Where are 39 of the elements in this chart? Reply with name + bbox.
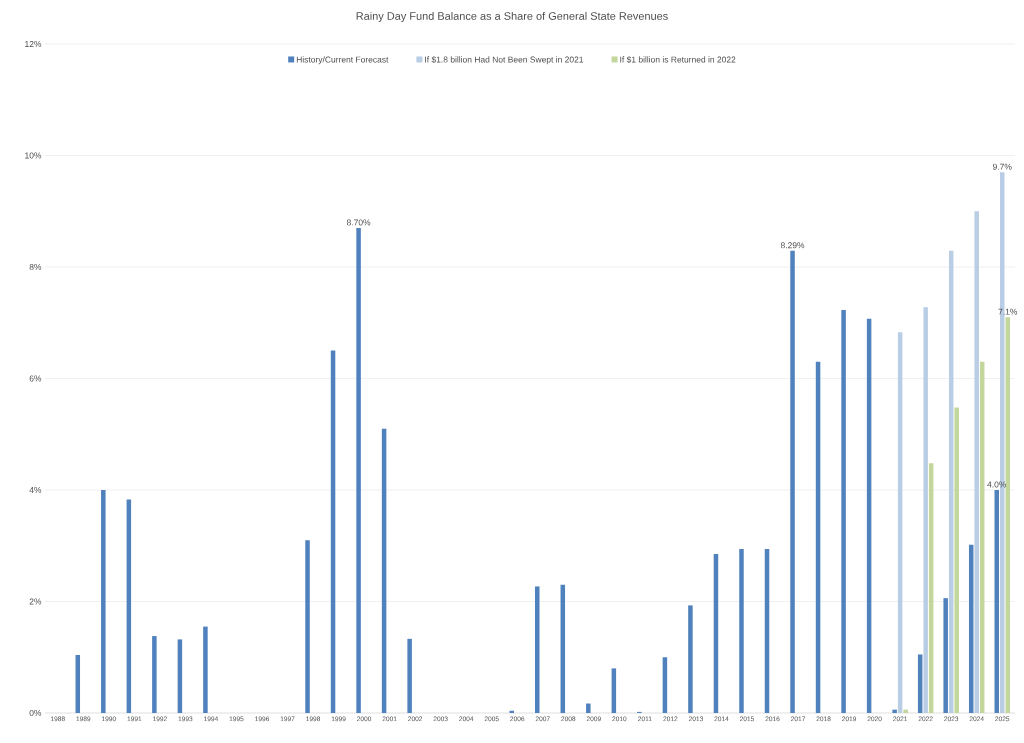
bar [943,598,948,713]
legend-label: If $1.8 billion Had Not Been Swept in 2021 [425,56,584,65]
bar [509,710,514,713]
data-label: 8.70% [346,219,371,226]
bar [994,490,999,713]
y-tick-label: 12% [25,41,42,47]
bar [1005,317,1010,713]
data-label: 8.29% [780,242,805,249]
bar [917,654,923,713]
bar [892,709,897,713]
bar [923,307,928,713]
bar [152,636,157,713]
bar [688,605,693,713]
data-label: 9.7% [992,163,1012,170]
y-tick-label: 4% [29,487,42,493]
bar [586,703,591,713]
bar [305,540,310,713]
bar [407,638,412,713]
bar [101,490,106,713]
bar [841,309,846,713]
bar [611,668,617,713]
y-tick-label: 10% [25,152,42,159]
bar [739,549,744,713]
bar [203,626,208,713]
y-tick-label: 8% [29,264,42,270]
y-tick-label: 6% [29,375,42,382]
bar [954,407,959,713]
y-tick-label: 0% [29,710,42,716]
chart-title: Rainy Day Fund Balance as a Share of General State Revenues [356,11,668,23]
y-tick-label: 2% [29,598,42,605]
legend-label: History/Current Forecast [296,56,389,65]
data-label: 4.0% [987,481,1007,488]
bar [974,211,979,713]
bar [903,709,908,713]
data-label: 7.1% [998,308,1018,315]
bar [535,586,540,713]
bar [356,227,361,713]
legend-label: If $1 billion is Returned in 2022 [620,56,736,64]
bar [790,250,795,713]
